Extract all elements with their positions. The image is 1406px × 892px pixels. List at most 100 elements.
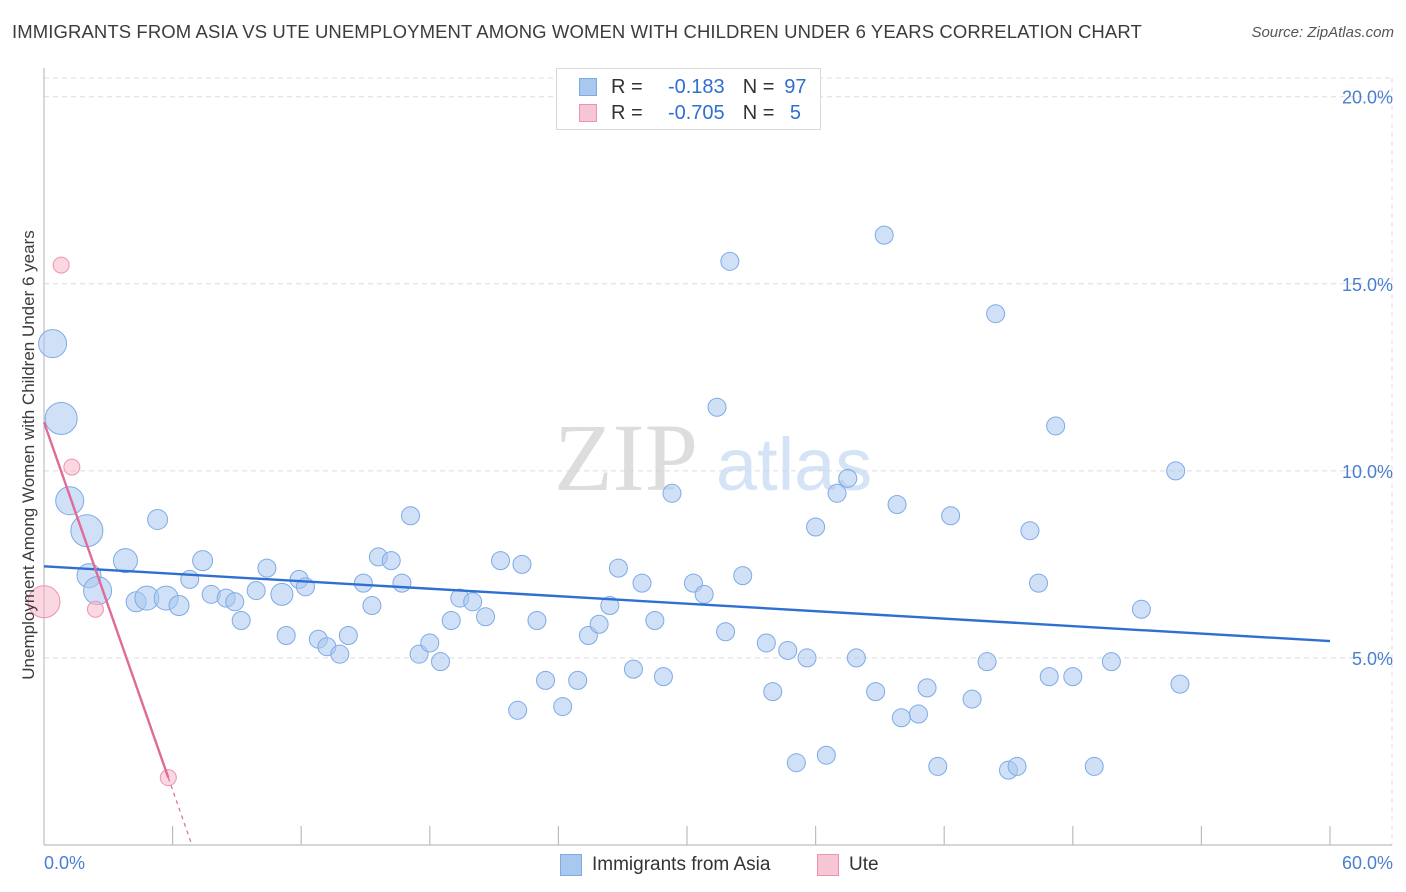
- asia-point: [270, 582, 294, 606]
- asia-point: [786, 753, 806, 773]
- asia-point: [1046, 416, 1066, 436]
- axes: [43, 68, 1392, 846]
- ute-point: [63, 458, 81, 476]
- asia-point: [553, 697, 573, 717]
- legend-r-label: R =: [611, 75, 643, 98]
- asia-point: [192, 550, 214, 572]
- asia-point: [962, 689, 982, 709]
- asia-point: [527, 611, 547, 631]
- asia-point: [536, 670, 556, 690]
- asia-point: [1029, 573, 1049, 593]
- y-tick-label: 20.0%: [1342, 88, 1393, 108]
- asia-point: [1039, 667, 1059, 687]
- asia-point: [381, 551, 401, 571]
- legend-n-value: 5: [789, 101, 801, 124]
- series-immigrants-from-asia: [38, 225, 1190, 780]
- legend-r-value: -0.705: [667, 101, 725, 124]
- asia-point: [512, 554, 532, 574]
- legend-n-label: N =: [742, 101, 775, 124]
- asia-point: [420, 633, 440, 653]
- legend-swatch-asia: [579, 78, 597, 96]
- correlation-legend: R = -0.183 N = 97 R = -0.705 N = 5: [556, 68, 821, 130]
- watermark-atlas: atlas: [716, 423, 872, 506]
- legend-row-ute: R = -0.705 N = 5: [579, 100, 810, 126]
- asia-point: [653, 667, 673, 687]
- asia-point: [600, 596, 620, 616]
- asia-point: [362, 596, 382, 616]
- asia-point: [928, 756, 948, 776]
- asia-point: [887, 495, 907, 515]
- gridlines: [44, 77, 1393, 845]
- x-tick-label: 0.0%: [44, 853, 85, 873]
- asia-point: [441, 611, 461, 631]
- asia-point: [917, 678, 937, 698]
- legend-swatch-ute: [579, 104, 597, 122]
- asia-point: [476, 607, 496, 627]
- asia-point: [720, 251, 740, 271]
- x-tick-label: 60.0%: [1342, 853, 1393, 873]
- asia-point: [1007, 756, 1027, 776]
- asia-point: [589, 614, 609, 634]
- asia-point: [225, 592, 245, 612]
- legend-row-asia: R = -0.183 N = 97: [579, 74, 810, 100]
- asia-point: [816, 745, 836, 765]
- asia-point: [568, 670, 588, 690]
- asia-point: [778, 640, 798, 660]
- asia-point: [401, 506, 421, 526]
- asia-point: [1020, 521, 1040, 541]
- asia-point: [645, 611, 665, 631]
- asia-point: [330, 644, 350, 664]
- asia-point: [908, 704, 928, 724]
- asia-point: [623, 659, 643, 679]
- asia-point: [1101, 652, 1121, 672]
- bottom-legend-swatch-ute: [817, 854, 839, 876]
- asia-point: [608, 558, 628, 578]
- tick-labels: 5.0% 10.0% 15.0% 20.0% 0.0% 60.0%: [44, 88, 1393, 873]
- asia-point: [1170, 674, 1190, 694]
- asia-point: [891, 708, 911, 728]
- y-tick-label: 15.0%: [1342, 275, 1393, 295]
- asia-point: [463, 592, 483, 612]
- asia-point: [147, 508, 169, 530]
- y-axis-title: Unemployment Among Women with Children U…: [19, 230, 38, 679]
- asia-point: [941, 506, 961, 526]
- asia-point: [838, 468, 858, 488]
- asia-point: [1166, 461, 1186, 481]
- bottom-legend-asia: Immigrants from Asia: [560, 852, 770, 878]
- asia-point: [756, 633, 776, 653]
- asia-point: [1084, 756, 1104, 776]
- bottom-legend-label-ute: Ute: [849, 854, 879, 875]
- ute-point: [27, 585, 61, 619]
- asia-point: [806, 517, 826, 537]
- trendlines: [42, 421, 1331, 846]
- watermark: ZIP atlas: [554, 404, 872, 511]
- asia-point: [1131, 599, 1151, 619]
- asia-point: [632, 573, 652, 593]
- asia-point: [353, 573, 373, 593]
- ute-point: [52, 256, 70, 274]
- asia-point: [986, 304, 1006, 324]
- asia-point: [827, 483, 847, 503]
- asia-point: [276, 625, 296, 645]
- asia-point: [338, 625, 358, 645]
- asia-point: [508, 700, 528, 720]
- y-tick-label: 5.0%: [1352, 649, 1393, 669]
- source-label: Source: ZipAtlas.com: [1251, 24, 1394, 41]
- legend-r-label: R =: [611, 101, 643, 124]
- asia-point: [392, 573, 412, 593]
- asia-point: [431, 652, 451, 672]
- asia-point: [44, 401, 78, 435]
- asia-point: [874, 225, 894, 245]
- asia-point: [257, 558, 277, 578]
- asia-point: [694, 584, 714, 604]
- asia-point: [763, 682, 783, 702]
- ute-trendline-extension: [167, 777, 193, 846]
- bottom-legend-swatch-asia: [560, 854, 582, 876]
- asia-point: [866, 682, 886, 702]
- asia-point: [797, 648, 817, 668]
- asia-point: [662, 483, 682, 503]
- legend-n-label: N =: [742, 75, 775, 98]
- series-ute: [27, 256, 177, 787]
- asia-point: [707, 397, 727, 417]
